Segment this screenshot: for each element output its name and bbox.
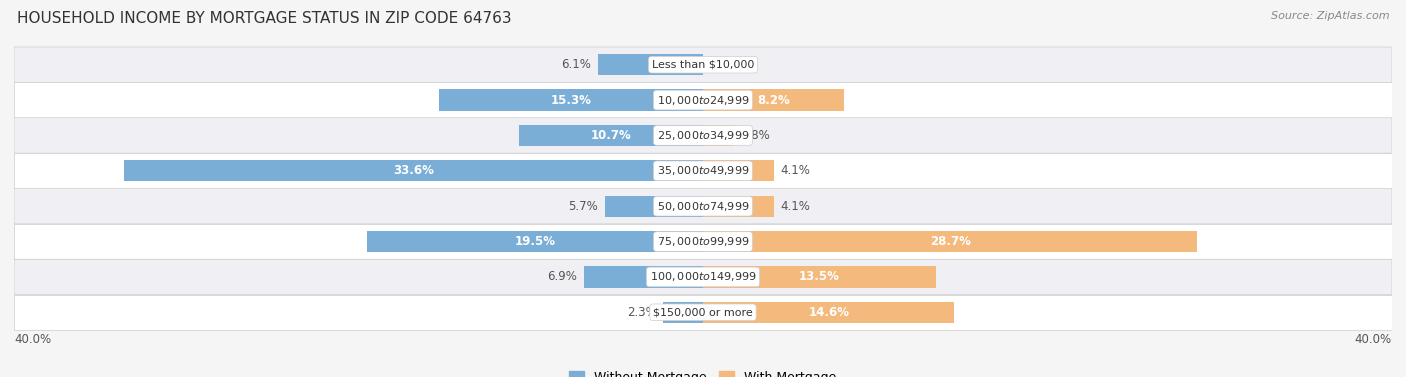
Text: 8.2%: 8.2% (758, 93, 790, 107)
Text: 15.3%: 15.3% (551, 93, 592, 107)
Bar (124, 160, 703, 181)
Bar (703, 231, 1198, 252)
Text: 5.7%: 5.7% (568, 200, 598, 213)
Bar (14, 294, 1392, 330)
Bar (367, 231, 703, 252)
Text: 28.7%: 28.7% (929, 235, 970, 248)
Text: 13.5%: 13.5% (799, 270, 839, 284)
Text: $50,000 to $74,999: $50,000 to $74,999 (657, 200, 749, 213)
Text: 4.1%: 4.1% (780, 200, 810, 213)
Bar (440, 89, 703, 111)
Text: 14.6%: 14.6% (808, 306, 849, 319)
Text: $75,000 to $99,999: $75,000 to $99,999 (657, 235, 749, 248)
Text: HOUSEHOLD INCOME BY MORTGAGE STATUS IN ZIP CODE 64763: HOUSEHOLD INCOME BY MORTGAGE STATUS IN Z… (17, 11, 512, 26)
FancyBboxPatch shape (14, 259, 1392, 294)
Bar (14, 224, 1392, 259)
Text: 0.0%: 0.0% (710, 58, 740, 71)
Legend: Without Mortgage, With Mortgage: Without Mortgage, With Mortgage (564, 366, 842, 377)
Bar (519, 125, 703, 146)
Text: Source: ZipAtlas.com: Source: ZipAtlas.com (1271, 11, 1389, 21)
Text: 4.1%: 4.1% (780, 164, 810, 177)
Bar (14, 83, 1392, 118)
Text: $35,000 to $49,999: $35,000 to $49,999 (657, 164, 749, 177)
Bar (664, 302, 703, 323)
FancyBboxPatch shape (14, 47, 1392, 83)
Bar (703, 160, 773, 181)
Text: 6.1%: 6.1% (561, 58, 591, 71)
Bar (703, 89, 844, 111)
Text: 2.3%: 2.3% (627, 306, 657, 319)
Text: $25,000 to $34,999: $25,000 to $34,999 (657, 129, 749, 142)
Bar (14, 153, 1392, 188)
Bar (598, 54, 703, 75)
Bar (583, 266, 703, 288)
Text: $100,000 to $149,999: $100,000 to $149,999 (650, 270, 756, 284)
Text: 19.5%: 19.5% (515, 235, 555, 248)
Text: 1.8%: 1.8% (741, 129, 770, 142)
Text: 6.9%: 6.9% (547, 270, 578, 284)
Text: $150,000 or more: $150,000 or more (654, 307, 752, 317)
Bar (703, 302, 955, 323)
FancyBboxPatch shape (14, 118, 1392, 153)
Text: 40.0%: 40.0% (14, 333, 51, 346)
Bar (703, 125, 734, 146)
Bar (703, 196, 773, 217)
Text: Less than $10,000: Less than $10,000 (652, 60, 754, 70)
Text: 10.7%: 10.7% (591, 129, 631, 142)
Text: 40.0%: 40.0% (1355, 333, 1392, 346)
Text: 33.6%: 33.6% (394, 164, 434, 177)
FancyBboxPatch shape (14, 188, 1392, 224)
Bar (703, 266, 935, 288)
Text: $10,000 to $24,999: $10,000 to $24,999 (657, 93, 749, 107)
Bar (605, 196, 703, 217)
